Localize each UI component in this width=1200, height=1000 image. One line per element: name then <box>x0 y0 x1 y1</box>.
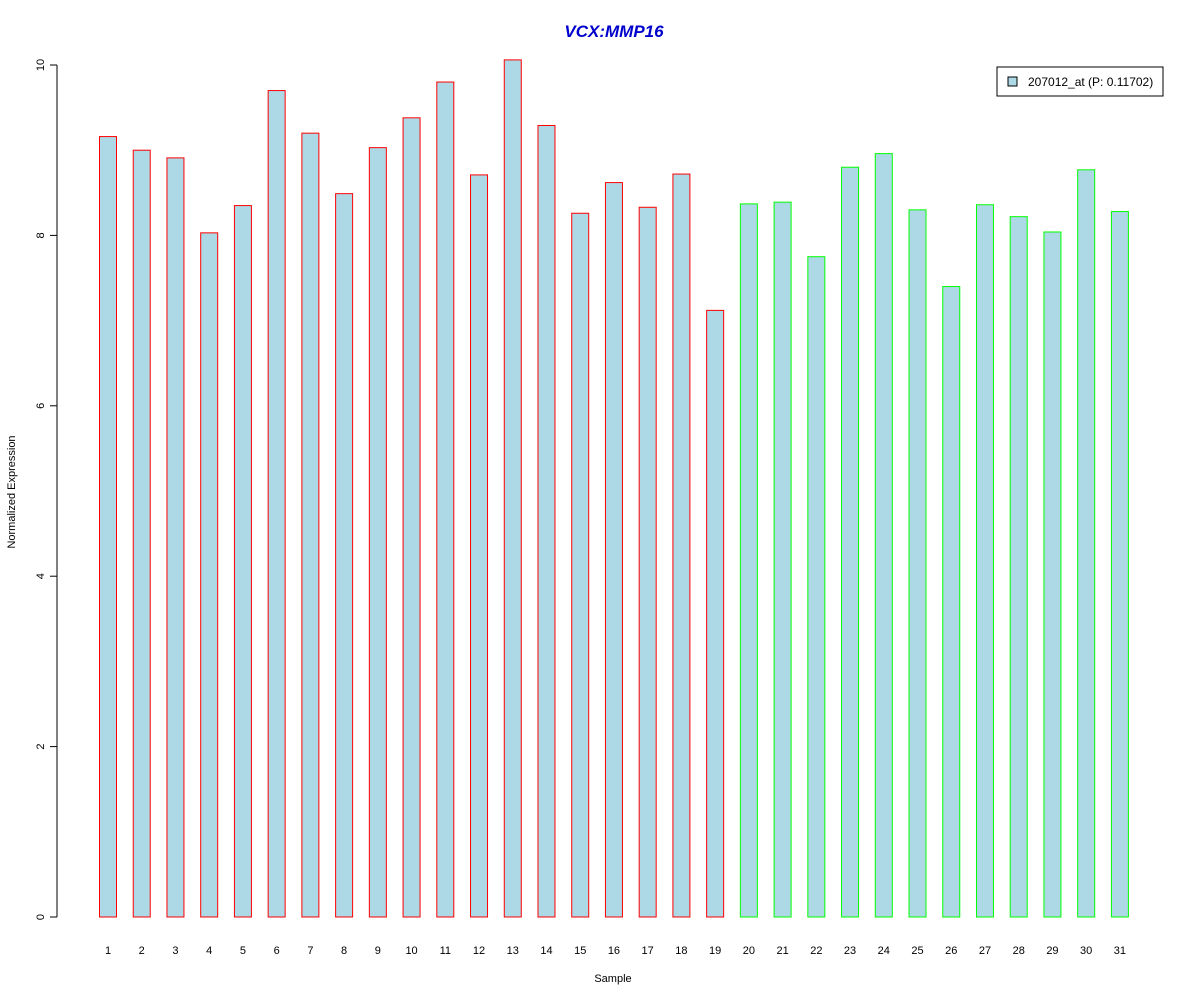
x-tick-label-30: 30 <box>1080 945 1092 957</box>
x-tick-label-15: 15 <box>574 945 586 957</box>
bar-sample-5 <box>233 205 252 918</box>
x-tick-label-19: 19 <box>709 945 721 957</box>
bar-sample-15 <box>571 212 590 918</box>
bar-sample-2 <box>132 149 151 918</box>
bar-sample-28 <box>1009 216 1028 918</box>
bar-sample-3 <box>166 157 185 918</box>
x-tick-label-3: 3 <box>172 945 178 957</box>
bar-sample-1 <box>99 136 117 918</box>
chart-title: VCX:MMP16 <box>564 22 664 41</box>
bar-sample-23 <box>841 166 860 918</box>
bar-sample-13 <box>503 59 522 918</box>
x-tick-label-27: 27 <box>979 945 991 957</box>
bar-sample-30 <box>1077 169 1096 918</box>
bar-sample-11 <box>436 81 455 918</box>
x-tick-label-4: 4 <box>206 945 212 957</box>
bar-sample-8 <box>335 193 354 918</box>
x-tick-label-9: 9 <box>375 945 381 957</box>
bar-sample-19 <box>706 309 725 918</box>
x-tick-label-24: 24 <box>878 945 890 957</box>
x-tick-label-23: 23 <box>844 945 856 957</box>
y-tick-label: 2 <box>35 744 47 750</box>
x-axis-tick-labels: 1 2 3 4 5 6 7 8 9 10 11 12 13 14 15 16 17 18 19 20 21 22 23 24 2… <box>105 945 1126 957</box>
bar-sample-31 <box>1110 211 1129 918</box>
x-tick-label-20: 20 <box>743 945 755 957</box>
bar-sample-29 <box>1043 231 1062 918</box>
bar-sample-6 <box>267 90 286 918</box>
x-tick-label-1: 1 <box>105 945 111 957</box>
legend: 207012_at (P: 0.11702) <box>996 66 1164 97</box>
bar-sample-22 <box>807 256 826 918</box>
y-axis-label: Normalized Expression <box>6 435 18 548</box>
x-tick-label-28: 28 <box>1013 945 1025 957</box>
x-tick-label-17: 17 <box>642 945 654 957</box>
x-tick-label-25: 25 <box>911 945 923 957</box>
x-tick-label-12: 12 <box>473 945 485 957</box>
bar-sample-27 <box>975 204 994 918</box>
bar-sample-24 <box>874 153 893 918</box>
x-tick-label-5: 5 <box>240 945 246 957</box>
x-tick-label-21: 21 <box>776 945 788 957</box>
y-tick-label: 4 <box>35 573 47 579</box>
legend-swatch <box>1007 76 1018 87</box>
bar-sample-12 <box>470 174 489 918</box>
x-tick-label-18: 18 <box>675 945 687 957</box>
bar-sample-7 <box>301 132 320 918</box>
legend-box <box>996 66 1164 97</box>
x-tick-label-14: 14 <box>540 945 552 957</box>
x-tick-label-13: 13 <box>507 945 519 957</box>
x-axis-label: Sample <box>594 973 631 985</box>
bar-sample-21 <box>773 201 792 918</box>
bar-sample-18 <box>672 173 691 918</box>
bar-sample-10 <box>402 117 421 918</box>
x-tick-label-8: 8 <box>341 945 347 957</box>
y-tick-label: 6 <box>35 403 47 409</box>
x-tick-label-26: 26 <box>945 945 957 957</box>
y-tick-label: 8 <box>35 232 47 238</box>
x-tick-label-2: 2 <box>139 945 145 957</box>
bars <box>99 59 1129 918</box>
bar-sample-9 <box>368 147 387 918</box>
bar-sample-20 <box>739 203 758 918</box>
x-tick-label-10: 10 <box>405 945 417 957</box>
x-tick-label-29: 29 <box>1046 945 1058 957</box>
x-tick-label-22: 22 <box>810 945 822 957</box>
y-tick-label: 10 <box>35 59 47 71</box>
x-tick-label-16: 16 <box>608 945 620 957</box>
y-axis: 0 2 4 6 8 10 <box>35 59 58 920</box>
legend-label: 207012_at (P: 0.11702) <box>1028 75 1153 89</box>
x-tick-label-31: 31 <box>1114 945 1126 957</box>
y-tick-label: 0 <box>35 914 47 920</box>
bar-sample-17 <box>638 206 657 918</box>
x-tick-label-7: 7 <box>307 945 313 957</box>
x-tick-label-11: 11 <box>440 945 451 957</box>
x-tick-label-6: 6 <box>274 945 280 957</box>
bar-sample-14 <box>537 124 556 918</box>
bar-sample-4 <box>200 232 219 918</box>
bar-sample-16 <box>604 182 623 918</box>
bar-sample-25 <box>908 209 927 918</box>
bar-sample-26 <box>942 286 961 918</box>
